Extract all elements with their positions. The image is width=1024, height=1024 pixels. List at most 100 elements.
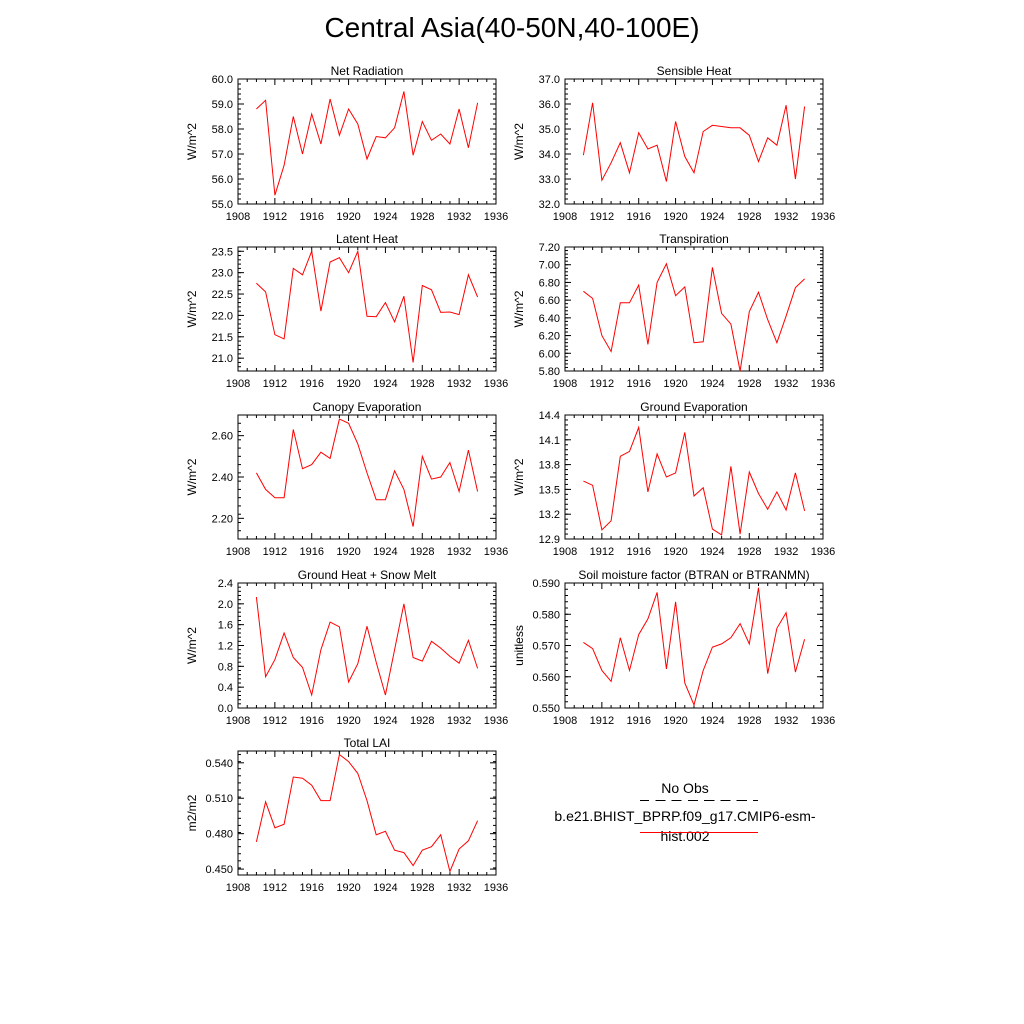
y-tick-label: 0.4 <box>218 682 233 694</box>
x-tick-label: 1924 <box>700 378 724 390</box>
x-tick-label: 1936 <box>484 715 508 727</box>
series-line <box>582 102 806 182</box>
series-line <box>256 91 479 196</box>
x-tick-label: 1916 <box>626 211 650 223</box>
x-tick-label: 1920 <box>336 378 360 390</box>
x-tick-label: 1920 <box>336 211 360 223</box>
y-tick-label: 2.20 <box>212 513 233 525</box>
x-tick-label: 1908 <box>226 211 250 223</box>
x-tick-label: 1936 <box>811 546 835 558</box>
x-tick-label: 1928 <box>410 378 434 390</box>
y-tick-label: 7.00 <box>539 260 560 272</box>
plot-frame <box>564 582 824 709</box>
y-tick-label: 6.20 <box>539 331 560 343</box>
panel-title: Soil moisture factor (BTRAN or BTRANMN) <box>578 568 809 582</box>
y-tick-label: 0.550 <box>532 703 560 715</box>
x-tick-label: 1908 <box>553 715 577 727</box>
chart-panel-9: Total LAI m2/m2 1908 1912 1916 1920 1924 1928 19… <box>185 736 508 894</box>
x-tick-label: 1920 <box>663 378 687 390</box>
x-tick-label: 1928 <box>737 546 761 558</box>
y-tick-label: 34.0 <box>539 149 560 161</box>
panel-title: Ground Heat + Snow Melt <box>298 568 437 582</box>
chart-panel-4: Transpiration W/m^2 1908 1912 1916 1920 1924 19… <box>512 232 835 390</box>
panel-title: Ground Evaporation <box>640 400 747 414</box>
y-axis-label: W/m^2 <box>185 458 199 495</box>
x-tick-label: 1912 <box>263 546 287 558</box>
x-tick-label: 1932 <box>774 715 798 727</box>
x-tick-label: 1936 <box>811 378 835 390</box>
x-tick-label: 1920 <box>336 546 360 558</box>
x-tick-label: 1920 <box>336 715 360 727</box>
plot-frame <box>237 78 497 205</box>
chart-panel-8: Soil moisture factor (BTRAN or BTRANMN) u… <box>512 568 835 727</box>
chart-panel-2: Sensible Heat W/m^2 1908 1912 1916 1920 1924 19… <box>512 64 835 223</box>
x-tick-label: 1932 <box>447 715 471 727</box>
x-tick-label: 1912 <box>263 378 287 390</box>
y-tick-label: 0.450 <box>205 864 233 876</box>
plot-frame <box>237 750 497 876</box>
y-tick-label: 2.4 <box>218 578 233 590</box>
x-tick-label: 1908 <box>553 211 577 223</box>
x-tick-label: 1920 <box>336 882 360 894</box>
x-tick-label: 1928 <box>410 211 434 223</box>
x-tick-label: 1924 <box>373 211 397 223</box>
y-tick-label: 0.8 <box>218 661 233 673</box>
series-line <box>255 418 479 527</box>
y-tick-label: 55.0 <box>212 199 233 211</box>
y-tick-label: 57.0 <box>212 149 233 161</box>
y-tick-label: 14.4 <box>539 410 560 422</box>
x-tick-label: 1916 <box>299 882 323 894</box>
legend-model-label: b.e21.BHIST_BPRP.f09_g17.CMIP6-esm-hist.… <box>554 808 816 844</box>
y-tick-label: 5.80 <box>539 366 560 378</box>
x-tick-label: 1908 <box>553 378 577 390</box>
y-tick-label: 35.0 <box>539 124 560 136</box>
x-tick-label: 1912 <box>263 882 287 894</box>
y-tick-label: 36.0 <box>539 99 560 111</box>
plot-frame <box>237 246 497 372</box>
x-tick-label: 1932 <box>447 882 471 894</box>
y-tick-label: 0.590 <box>532 578 560 590</box>
y-axis-label: m2/m2 <box>185 794 199 831</box>
y-tick-label: 6.60 <box>539 295 560 307</box>
x-tick-label: 1936 <box>484 546 508 558</box>
x-tick-label: 1912 <box>263 211 287 223</box>
chart-panel-1: Net Radiation W/m^2 1908 1912 1916 1920 1924 19… <box>185 64 508 223</box>
y-axis-label: W/m^2 <box>185 123 199 160</box>
y-tick-label: 0.560 <box>532 672 560 684</box>
chart-panel-7: Ground Heat + Snow Melt W/m^2 1908 1912 1916… <box>185 568 508 727</box>
x-tick-label: 1908 <box>553 546 577 558</box>
y-tick-label: 2.60 <box>212 431 233 443</box>
x-tick-label: 1928 <box>737 211 761 223</box>
panel-title: Sensible Heat <box>657 64 732 78</box>
x-tick-label: 1928 <box>410 882 434 894</box>
y-tick-label: 12.9 <box>539 534 560 546</box>
y-tick-label: 21.5 <box>212 332 233 344</box>
x-tick-label: 1916 <box>299 211 323 223</box>
series-line <box>583 262 805 372</box>
x-tick-label: 1936 <box>811 211 835 223</box>
x-tick-label: 1920 <box>663 546 687 558</box>
y-axis-label: unitless <box>512 625 526 666</box>
x-tick-label: 1924 <box>373 882 397 894</box>
panel-title: Total LAI <box>344 736 391 750</box>
x-tick-label: 1932 <box>774 378 798 390</box>
x-tick-label: 1936 <box>484 882 508 894</box>
x-tick-label: 1916 <box>626 715 650 727</box>
y-tick-label: 60.0 <box>212 74 233 86</box>
x-tick-label: 1916 <box>626 546 650 558</box>
series-line <box>255 597 479 697</box>
plot-frame <box>564 78 824 205</box>
plot-frame <box>564 414 824 540</box>
y-tick-label: 32.0 <box>539 199 560 211</box>
y-tick-label: 0.540 <box>205 758 233 770</box>
x-tick-label: 1916 <box>299 546 323 558</box>
x-tick-label: 1932 <box>447 546 471 558</box>
plot-frame <box>237 582 497 709</box>
legend: No Obs b.e21.BHIST_BPRP.f09_g17.CMIP6-es… <box>530 778 840 844</box>
x-tick-label: 1936 <box>484 378 508 390</box>
x-tick-label: 1908 <box>226 715 250 727</box>
chart-panel-5: Canopy Evaporation W/m^2 1908 1912 1916 1920 1… <box>185 400 508 558</box>
y-tick-label: 0.0 <box>218 703 233 715</box>
y-tick-label: 7.20 <box>539 242 560 254</box>
